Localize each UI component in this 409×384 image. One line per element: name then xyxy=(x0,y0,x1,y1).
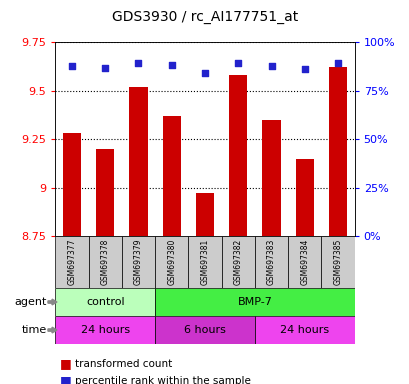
Bar xyxy=(155,288,354,316)
Bar xyxy=(229,75,247,236)
Text: 6 hours: 6 hours xyxy=(184,325,225,335)
Text: GSM697385: GSM697385 xyxy=(333,239,342,285)
Text: 24 hours: 24 hours xyxy=(81,325,130,335)
Point xyxy=(102,65,108,71)
Point xyxy=(201,70,208,76)
Bar xyxy=(155,236,188,288)
Point xyxy=(334,60,340,66)
Text: control: control xyxy=(86,297,124,307)
Bar xyxy=(188,236,221,288)
Text: transformed count: transformed count xyxy=(75,359,172,369)
Bar xyxy=(321,236,354,288)
Text: ■: ■ xyxy=(59,358,71,371)
Point xyxy=(301,66,307,72)
Text: GSM697381: GSM697381 xyxy=(200,239,209,285)
Bar xyxy=(295,159,313,236)
Text: GSM697382: GSM697382 xyxy=(233,239,242,285)
Text: 24 hours: 24 hours xyxy=(279,325,328,335)
Bar xyxy=(288,236,321,288)
Bar xyxy=(254,236,288,288)
Bar xyxy=(55,236,88,288)
Text: GDS3930 / rc_AI177751_at: GDS3930 / rc_AI177751_at xyxy=(112,10,297,23)
Text: GSM697379: GSM697379 xyxy=(134,239,143,285)
Text: percentile rank within the sample: percentile rank within the sample xyxy=(75,376,250,384)
Text: GSM697384: GSM697384 xyxy=(299,239,308,285)
Bar xyxy=(121,236,155,288)
Text: BMP-7: BMP-7 xyxy=(237,297,272,307)
Bar xyxy=(96,149,114,236)
Text: GSM697377: GSM697377 xyxy=(67,239,76,285)
Bar xyxy=(155,316,254,344)
Bar xyxy=(262,120,280,236)
Bar xyxy=(328,68,346,236)
Text: ■: ■ xyxy=(59,374,71,384)
Text: GSM697380: GSM697380 xyxy=(167,239,176,285)
Point xyxy=(168,62,175,68)
Text: GSM697383: GSM697383 xyxy=(266,239,275,285)
Text: GSM697378: GSM697378 xyxy=(101,239,110,285)
Bar xyxy=(55,288,155,316)
Text: agent: agent xyxy=(15,297,47,307)
Bar xyxy=(63,133,81,236)
Point xyxy=(234,60,241,66)
Bar xyxy=(162,116,180,236)
Point xyxy=(135,60,142,66)
Bar xyxy=(221,236,254,288)
Text: time: time xyxy=(22,325,47,335)
Point xyxy=(267,63,274,69)
Point xyxy=(69,63,75,69)
Bar xyxy=(88,236,121,288)
Bar xyxy=(196,194,213,236)
Bar xyxy=(129,87,147,236)
Bar xyxy=(55,316,155,344)
Bar xyxy=(254,316,354,344)
